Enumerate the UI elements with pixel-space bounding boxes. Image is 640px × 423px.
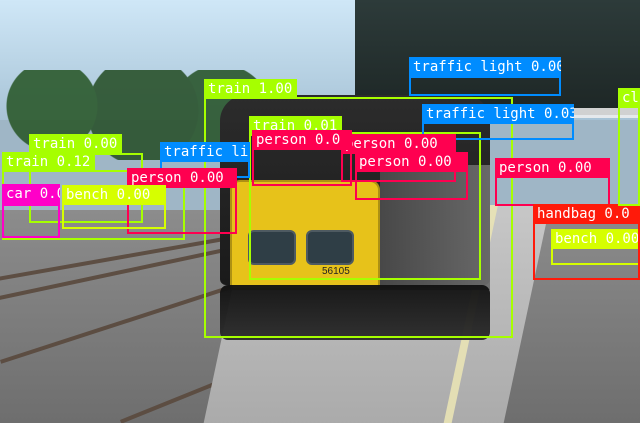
detection-label-traffic-light: traffic li [160,142,250,162]
detection-label-train: train 0.12 [2,152,95,172]
detection-box-train [204,97,513,338]
detection-label-car: car 0.0 [2,184,60,204]
detection-label-cut-off: cl [618,88,640,108]
detection-box-handbag [533,222,640,280]
detection-box-cut-off [618,106,640,206]
train-side [380,165,490,290]
detection-label-train: train 0.00 [29,134,122,154]
train-window [306,230,354,265]
detection-label-person: person 0.0 [252,130,352,150]
detection-label-traffic-light: traffic light 0.00 [409,57,561,77]
detection-label-person: person 0.00 [495,158,610,178]
detection-label-train: train 1.00 [204,79,297,99]
train-undercarriage [220,285,490,340]
detection-label-bench: bench 0.00 [551,229,640,249]
train-number: 56105 [322,266,350,277]
detection-label-traffic-light: traffic light 0.03 [422,104,574,124]
train-window [248,230,296,265]
detection-box-train [249,132,481,280]
detection-box-bench [62,203,166,229]
detection-box-person [252,148,352,186]
detection-label-bench: bench 0.00 [62,185,166,205]
detection-label-person: person 0.00 [127,168,237,188]
detection-box-car [2,204,60,238]
detection-label-handbag: handbag 0.0 [533,204,640,224]
detection-label-person: person 0.00 [355,152,468,172]
detection-box-traffic-light [409,76,561,96]
detection-box-person [355,170,468,200]
detection-box-person [495,176,610,206]
detection-label-person: person 0.00 [341,134,456,154]
